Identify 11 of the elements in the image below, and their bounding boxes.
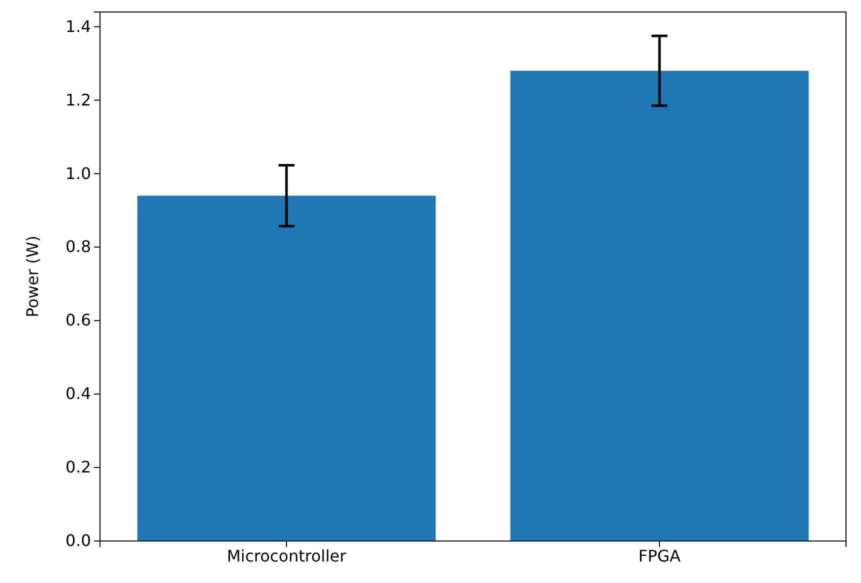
y-tick-label: 0.0	[66, 531, 91, 550]
y-tick-label: 0.8	[66, 237, 91, 256]
x-tick-label: FPGA	[638, 546, 681, 566]
y-tick-label: 0.2	[66, 458, 91, 477]
y-tick-label: 1.2	[66, 90, 91, 110]
y-tick-label: 1.0	[66, 164, 91, 183]
y-axis-title: Power (W)	[23, 236, 42, 318]
y-tick-label: 0.4	[66, 384, 91, 404]
y-tick-label: 0.6	[66, 310, 91, 330]
y-tick-label: 1.4	[66, 16, 91, 36]
x-tick-label: Microcontroller	[226, 546, 347, 566]
